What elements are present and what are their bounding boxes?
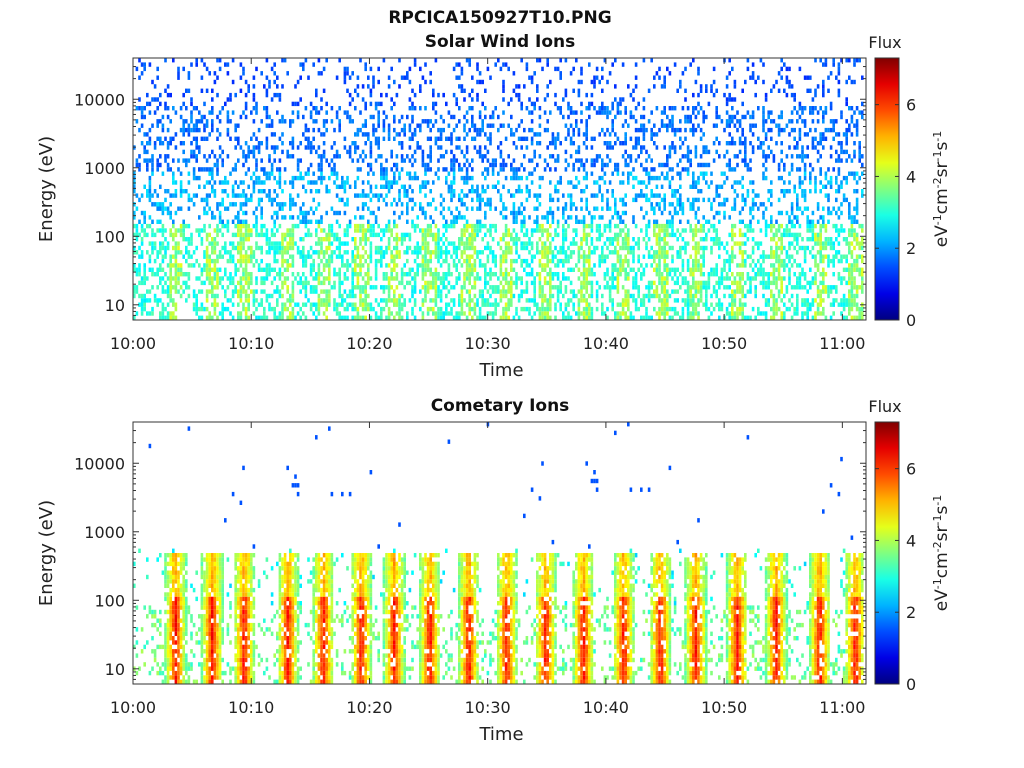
colorbar-tick-label: 0	[906, 675, 916, 694]
y-tick-label: 1000	[84, 523, 125, 542]
colorbar-label: eV-1cm-2sr-1s-1	[931, 495, 953, 612]
colorbar-label: eV-1cm-2sr-1s-1	[931, 131, 953, 248]
x-axis-label: Time	[478, 724, 523, 745]
x-tick-label: 10:20	[346, 698, 392, 717]
colorbar	[874, 57, 900, 321]
spectrogram-cells	[133, 422, 864, 684]
x-tick-label: 10:10	[228, 698, 274, 717]
colorbar-title: Flux	[868, 33, 901, 52]
colorbar-tick-label: 0	[906, 311, 916, 330]
y-axis-label: Energy (eV)	[36, 136, 57, 242]
y-tick-label: 100	[94, 591, 125, 610]
colorbar-tick-label: 6	[906, 460, 916, 479]
colorbar-title: Flux	[868, 397, 901, 416]
x-tick-label: 10:50	[701, 334, 747, 353]
x-tick-label: 10:30	[465, 698, 511, 717]
x-tick-label: 10:50	[701, 698, 747, 717]
panel-cometary: 10:00 10:10 10:20 10:30 10:40 10:50 11:00 Time 1…	[36, 397, 952, 745]
panel-title-solar-wind: Solar Wind Ions	[424, 32, 576, 52]
x-tick-label: 11:00	[819, 334, 865, 353]
colorbar-tick-label: 2	[906, 239, 916, 258]
plot-border	[132, 421, 867, 685]
x-tick-label: 11:00	[819, 698, 865, 717]
y-axis-label: Energy (eV)	[36, 500, 57, 606]
panel-title-cometary: Cometary Ions	[430, 396, 570, 416]
x-tick-label: 10:00	[110, 698, 156, 717]
colorbar-tick-label: 4	[906, 531, 916, 550]
y-tick-label: 1000	[84, 159, 125, 178]
plot-border	[132, 57, 867, 321]
y-tick-label: 10000	[74, 90, 125, 109]
y-tick-label: 10	[105, 296, 125, 315]
x-axis-label: Time	[478, 360, 523, 381]
y-tick-label: 10	[105, 660, 125, 679]
x-tick-label: 10:10	[228, 334, 274, 353]
x-tick-label: 10:20	[346, 334, 392, 353]
panel-solar-wind: 10:00 10:10 10:20 10:30 10:40 10:50 11:00 Time 1…	[36, 33, 952, 381]
x-tick-label: 10:00	[110, 334, 156, 353]
figure-title: RPCICA150927T10.PNG	[388, 8, 612, 28]
y-tick-label: 10000	[74, 454, 125, 473]
x-tick-label: 10:40	[583, 334, 629, 353]
x-tick-label: 10:30	[465, 334, 511, 353]
colorbar-tick-label: 4	[906, 167, 916, 186]
colorbar-tick-label: 6	[906, 96, 916, 115]
colorbar	[874, 421, 900, 685]
x-tick-label: 10:40	[583, 698, 629, 717]
colorbar-tick-label: 2	[906, 603, 916, 622]
spectrogram-cells	[133, 58, 864, 320]
y-tick-label: 100	[94, 227, 125, 246]
